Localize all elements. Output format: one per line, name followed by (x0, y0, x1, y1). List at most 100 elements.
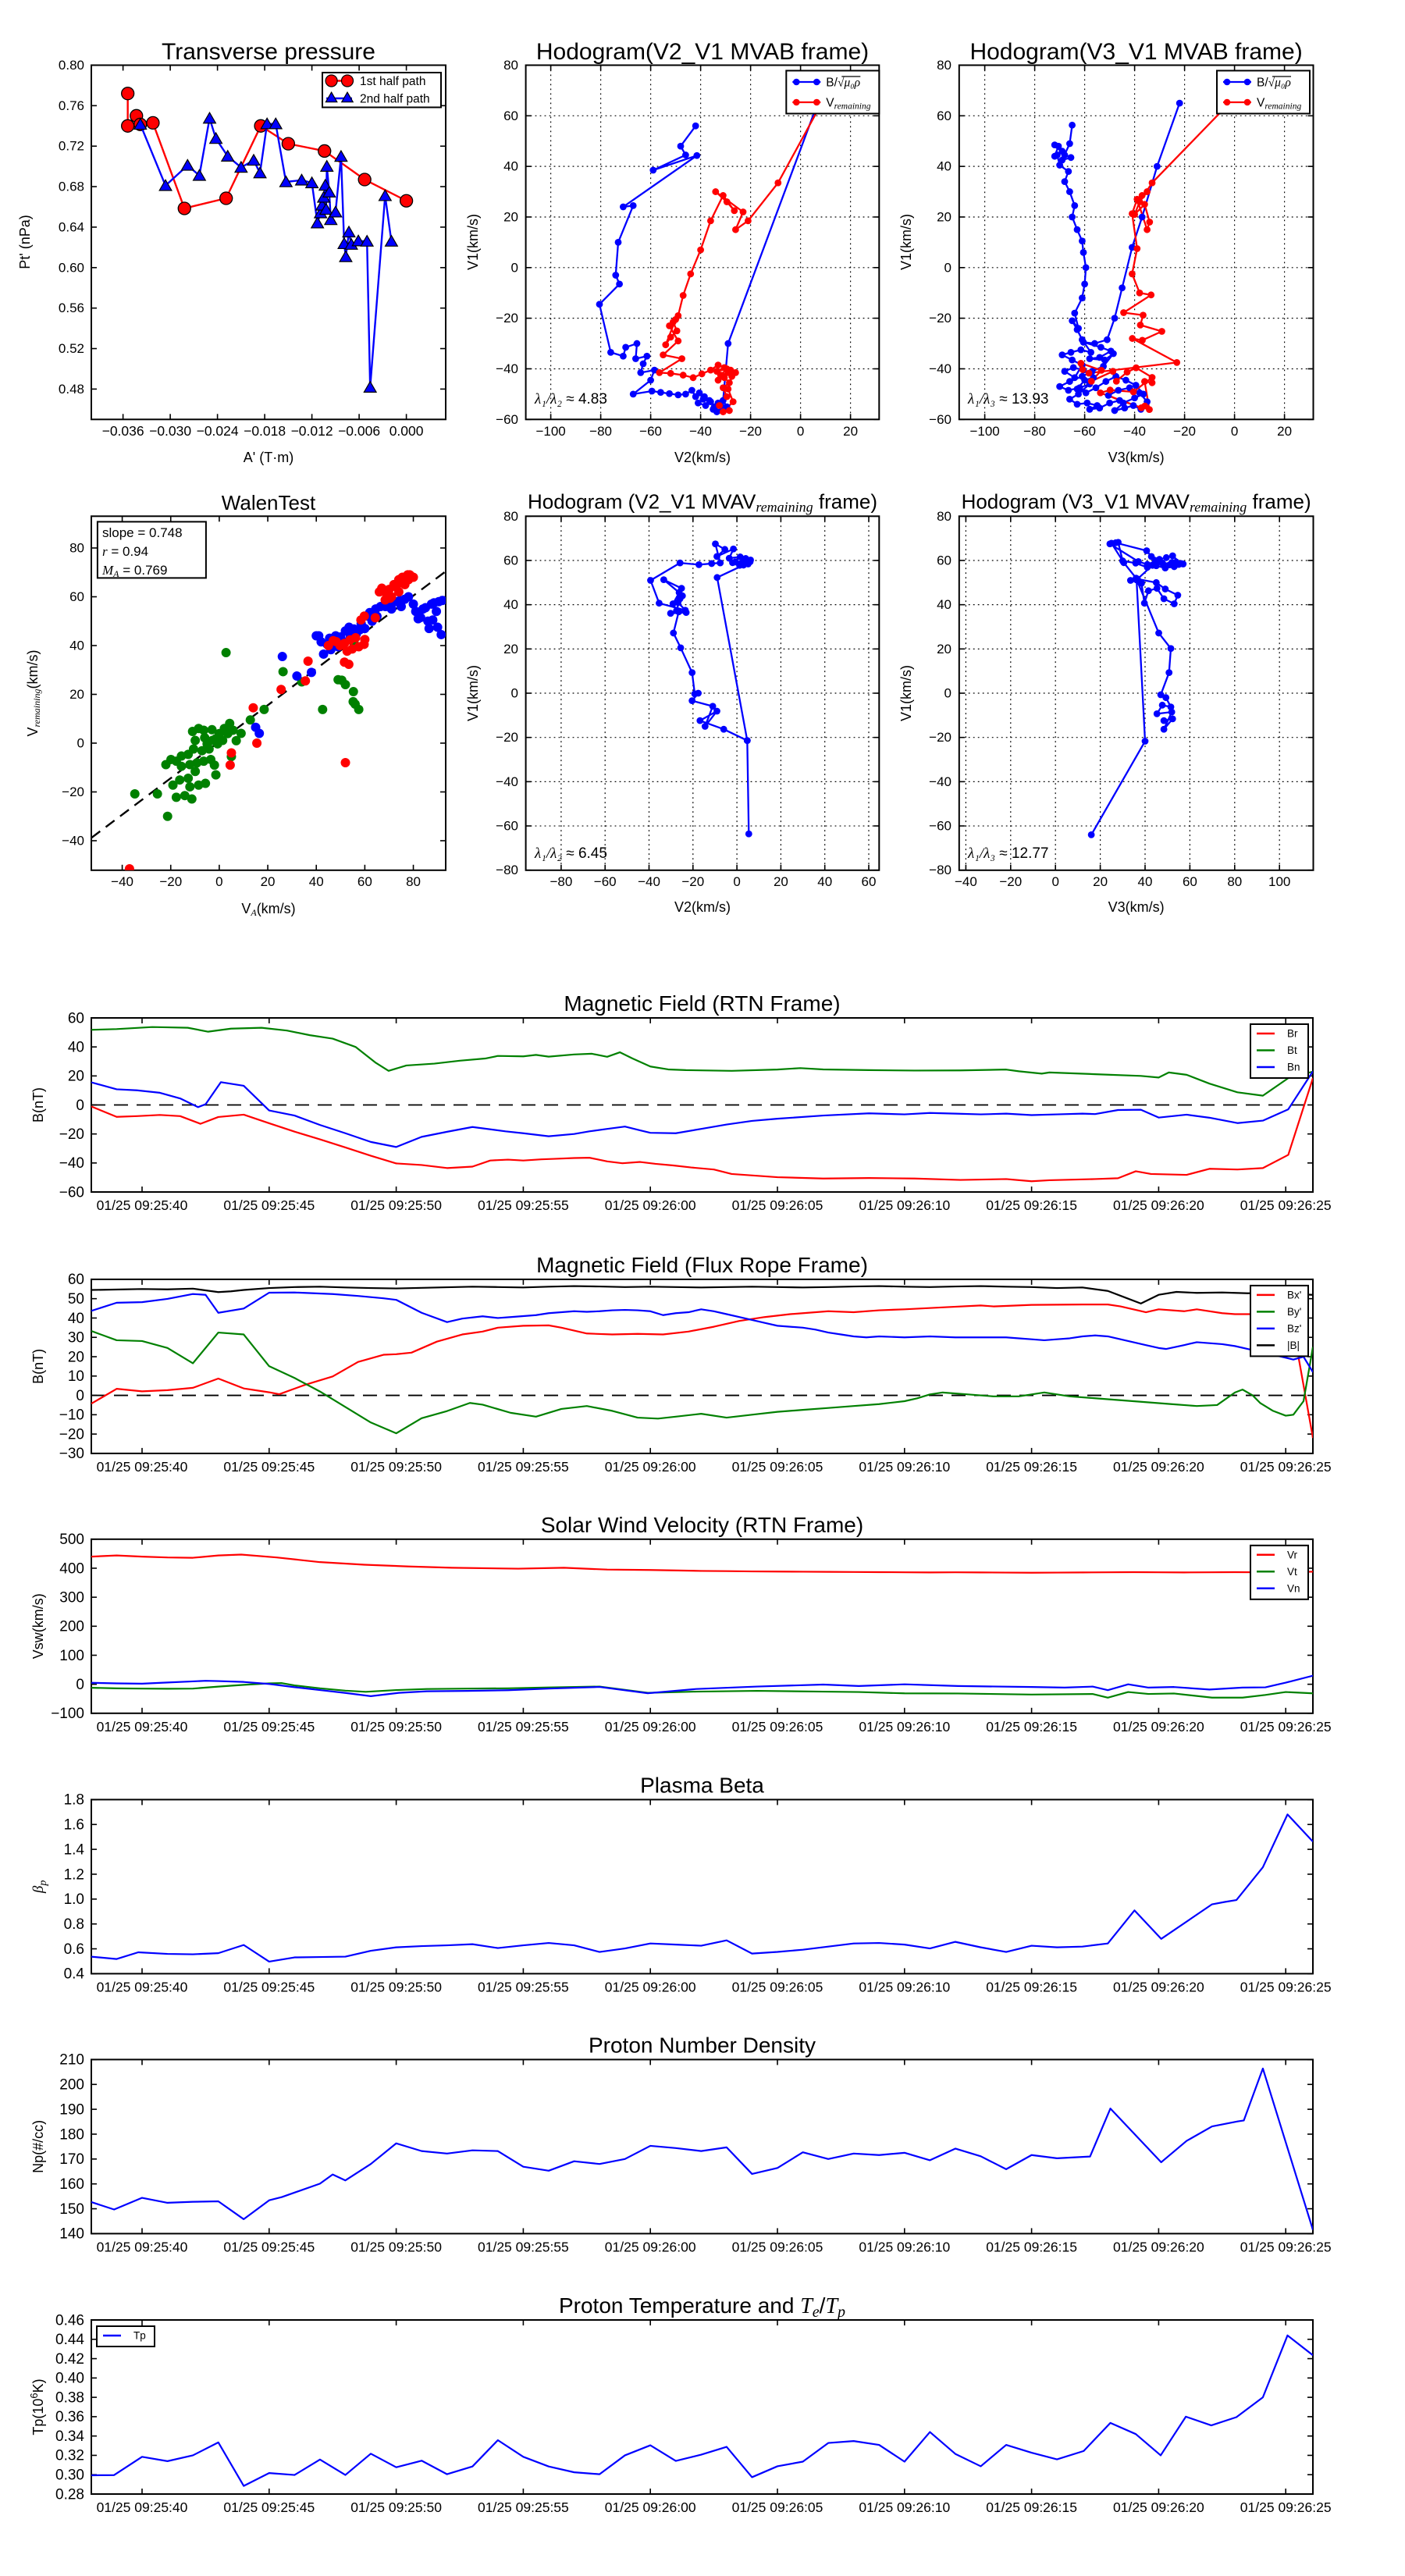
svg-text:−40: −40 (1123, 424, 1146, 439)
svg-text:Magnetic Field (Flux Rope Fram: Magnetic Field (Flux Rope Frame) (536, 1253, 868, 1277)
svg-text:20: 20 (937, 642, 951, 656)
svg-text:−40: −40 (496, 361, 518, 376)
svg-text:01/25 09:26:00: 01/25 09:26:00 (605, 1979, 696, 1994)
svg-text:100: 100 (59, 1648, 84, 1664)
svg-text:Plasma Beta: Plasma Beta (640, 1773, 764, 1797)
svg-text:80: 80 (69, 541, 84, 556)
svg-text:0.000: 0.000 (389, 423, 424, 439)
svg-text:150: 150 (59, 2201, 84, 2218)
svg-text:−60: −60 (1073, 424, 1096, 439)
svg-text:40: 40 (503, 597, 518, 612)
svg-text:Bx': Bx' (1287, 1289, 1301, 1300)
svg-text:60: 60 (503, 553, 518, 568)
svg-text:60: 60 (357, 874, 372, 889)
svg-text:0: 0 (511, 686, 518, 701)
svg-text:10: 10 (68, 1368, 84, 1385)
svg-text:MA = 0.769: MA = 0.769 (101, 563, 167, 579)
svg-text:01/25 09:26:05: 01/25 09:26:05 (732, 2500, 823, 2515)
svg-text:0.52: 0.52 (59, 341, 84, 356)
svg-text:−20: −20 (62, 785, 84, 799)
svg-text:40: 40 (68, 1039, 84, 1055)
svg-text:−0.030: −0.030 (149, 423, 191, 439)
svg-text:01/25 09:26:05: 01/25 09:26:05 (732, 2239, 823, 2254)
svg-text:−0.036: −0.036 (102, 423, 144, 439)
svg-text:−40: −40 (689, 424, 712, 439)
svg-text:−20: −20 (496, 311, 518, 326)
svg-text:01/25 09:25:40: 01/25 09:25:40 (97, 1979, 188, 1994)
svg-text:01/25 09:26:25: 01/25 09:26:25 (1240, 2500, 1332, 2515)
svg-text:60: 60 (1183, 874, 1197, 889)
svg-text:0.30: 0.30 (55, 2467, 84, 2484)
svg-text:Pt' (nPa): Pt' (nPa) (17, 215, 33, 269)
svg-text:−20: −20 (59, 1426, 84, 1443)
svg-text:−40: −40 (496, 774, 518, 789)
svg-text:01/25 09:25:45: 01/25 09:25:45 (223, 2239, 315, 2254)
svg-text:−20: −20 (59, 1126, 84, 1143)
svg-text:40: 40 (817, 874, 832, 889)
svg-text:01/25 09:26:10: 01/25 09:26:10 (859, 1979, 950, 1994)
svg-text:λ₁/λ₂ ≈ 6.45: λ₁/λ₂ ≈ 6.45 (534, 845, 607, 862)
svg-text:Magnetic Field (RTN Frame): Magnetic Field (RTN Frame) (564, 991, 840, 1016)
svg-text:Hodogram(V3_V1 MVAB frame): Hodogram(V3_V1 MVAB frame) (969, 39, 1302, 65)
svg-text:01/25 09:25:55: 01/25 09:25:55 (478, 1459, 569, 1475)
svg-text:60: 60 (69, 589, 84, 604)
svg-text:01/25 09:25:50: 01/25 09:25:50 (350, 1459, 442, 1475)
svg-text:01/25 09:25:45: 01/25 09:25:45 (223, 1719, 315, 1735)
svg-text:60: 60 (68, 1272, 84, 1288)
svg-text:B(nT): B(nT) (30, 1087, 46, 1123)
svg-text:01/25 09:26:25: 01/25 09:26:25 (1240, 2239, 1332, 2254)
svg-text:01/25 09:26:10: 01/25 09:26:10 (859, 1197, 950, 1213)
svg-text:20: 20 (503, 642, 518, 656)
svg-text:01/25 09:25:45: 01/25 09:25:45 (223, 1979, 315, 1994)
svg-text:01/25 09:26:15: 01/25 09:26:15 (986, 1197, 1077, 1213)
svg-text:0.48: 0.48 (59, 382, 84, 397)
svg-text:λ₁/λ₂ ≈ 4.83: λ₁/λ₂ ≈ 4.83 (534, 391, 607, 407)
svg-text:−40: −40 (929, 774, 951, 789)
svg-text:01/25 09:26:20: 01/25 09:26:20 (1113, 1719, 1204, 1735)
svg-text:By': By' (1287, 1306, 1301, 1318)
svg-text:60: 60 (862, 874, 877, 889)
svg-text:1.6: 1.6 (64, 1817, 84, 1834)
svg-text:01/25 09:26:20: 01/25 09:26:20 (1113, 2239, 1204, 2254)
svg-text:0.34: 0.34 (55, 2428, 84, 2445)
svg-text:−20: −20 (999, 874, 1022, 889)
svg-text:400: 400 (59, 1560, 84, 1577)
svg-text:80: 80 (937, 58, 951, 73)
svg-text:WalenTest: WalenTest (222, 491, 316, 514)
svg-text:200: 200 (59, 2077, 84, 2094)
svg-text:slope = 0.748: slope = 0.748 (102, 525, 183, 540)
svg-text:01/25 09:26:20: 01/25 09:26:20 (1113, 1979, 1204, 1994)
svg-text:−100: −100 (969, 424, 999, 439)
svg-text:20: 20 (937, 209, 951, 224)
svg-text:Vn: Vn (1287, 1582, 1300, 1594)
svg-text:0.44: 0.44 (55, 2332, 84, 2348)
svg-text:Proton Temperature and Te/Tp: Proton Temperature and Te/Tp (559, 2293, 845, 2321)
svg-text:0: 0 (1231, 424, 1238, 439)
svg-text:01/25 09:25:40: 01/25 09:25:40 (97, 1197, 188, 1213)
svg-text:40: 40 (503, 159, 518, 174)
svg-text:−40: −40 (62, 834, 84, 849)
svg-text:01/25 09:26:00: 01/25 09:26:00 (605, 1719, 696, 1735)
svg-text:−20: −20 (496, 730, 518, 745)
svg-text:−60: −60 (496, 819, 518, 834)
svg-text:1.0: 1.0 (64, 1891, 84, 1908)
svg-text:−60: −60 (929, 412, 951, 427)
svg-text:Np(#/cc): Np(#/cc) (30, 2120, 46, 2173)
svg-text:|B|: |B| (1287, 1340, 1300, 1351)
svg-text:Bn: Bn (1287, 1062, 1300, 1073)
svg-text:01/25 09:26:20: 01/25 09:26:20 (1113, 1197, 1204, 1213)
svg-text:0.40: 0.40 (55, 2371, 84, 2387)
svg-text:0: 0 (944, 260, 951, 275)
svg-text:60: 60 (937, 109, 951, 123)
svg-text:V3(km/s): V3(km/s) (1108, 450, 1165, 465)
svg-text:01/25 09:26:05: 01/25 09:26:05 (732, 1979, 823, 1994)
svg-text:−0.006: −0.006 (338, 423, 380, 439)
svg-text:40: 40 (1138, 874, 1153, 889)
svg-text:Tp: Tp (133, 2330, 146, 2342)
svg-text:40: 40 (309, 874, 324, 889)
svg-text:0.38: 0.38 (55, 2389, 84, 2406)
svg-text:80: 80 (1227, 874, 1242, 889)
svg-text:01/25 09:26:25: 01/25 09:26:25 (1240, 1719, 1332, 1735)
svg-text:−40: −40 (638, 874, 660, 889)
svg-text:0: 0 (76, 1677, 84, 1693)
